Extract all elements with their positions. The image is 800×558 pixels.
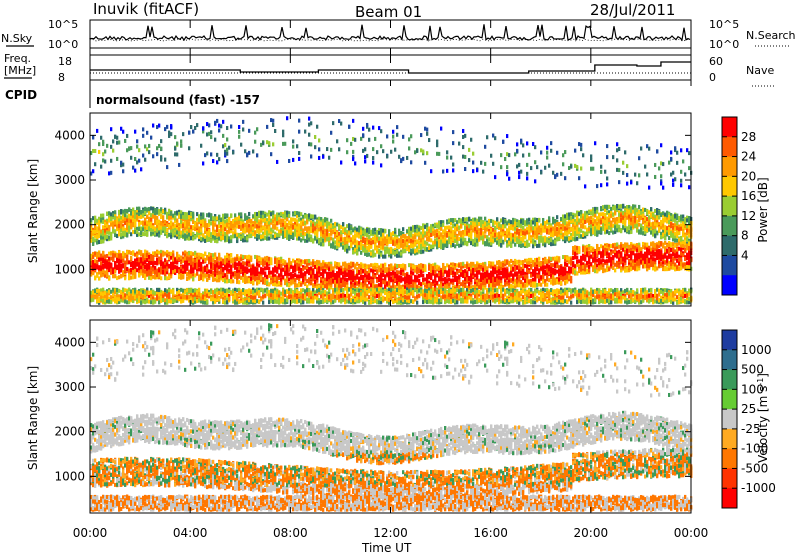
y-tick-label: 1000: [54, 262, 85, 276]
colorbar-tick-label: 8: [741, 229, 749, 243]
noise-left-tick-bottom: 10^0: [48, 38, 78, 51]
colorbar-swatch: [722, 350, 737, 370]
colorbar-swatch: [722, 216, 737, 236]
colorbar-swatch: [722, 176, 737, 196]
y-tick-label: 2000: [54, 425, 85, 439]
colorbar-swatch: [722, 137, 737, 157]
noise-right-tick-top: 10^5: [709, 18, 739, 31]
freq-tick-bottom: 8: [58, 71, 65, 84]
colorbar-swatch: [722, 429, 737, 449]
y-tick-label: 2000: [54, 218, 85, 232]
cpid-label: CPID: [5, 88, 37, 102]
noise-left-tick-top: 10^5: [48, 18, 78, 31]
noise-sky-label: N.Sky: [1, 32, 33, 45]
velocity-y-label: Slant Range [km]: [26, 366, 40, 470]
colorbar-tick-label: -1000: [741, 481, 776, 495]
y-tick-label: 4000: [54, 335, 85, 349]
x-tick-label: 04:00: [173, 526, 208, 540]
y-tick-label: 4000: [54, 128, 85, 142]
nave-tick-bottom: 0: [709, 71, 716, 84]
colorbar-tick-label: 1000: [741, 343, 772, 357]
colorbar-swatch: [722, 449, 737, 469]
colorbar-tick-label: 25: [741, 402, 756, 416]
colorbar-tick-label: 16: [741, 189, 756, 203]
x-tick-label: 16:00: [473, 526, 508, 540]
colorbar-swatch: [722, 275, 737, 295]
colorbar-tick-label: 28: [741, 130, 756, 144]
power-colorbar-label: Power [dB]: [756, 177, 770, 242]
colorbar-swatch: [722, 330, 737, 350]
colorbar-swatch: [722, 389, 737, 409]
x-tick-label: 20:00: [574, 526, 609, 540]
x-tick-label: 00:00: [674, 526, 709, 540]
colorbar-swatch: [722, 157, 737, 177]
freq-tick-top: 18: [58, 55, 72, 68]
y-tick-label: 3000: [54, 380, 85, 394]
colorbar-swatch: [722, 255, 737, 275]
power-panel: 4000 3000 2000 1000 Slant Range [km] 28 24 20…: [26, 113, 770, 306]
y-tick-label: 1000: [54, 469, 85, 483]
colorbar-swatch: [722, 117, 737, 137]
nave-tick-top: 60: [709, 55, 723, 68]
time-axis-label: Time UT: [361, 541, 412, 554]
colorbar-swatch: [722, 409, 737, 429]
noise-panel: N.Sky 10^5 10^0 10^5 10^0 N.Search: [1, 18, 796, 51]
date-title: 28/Jul/2011: [590, 1, 675, 19]
y-tick-label: 3000: [54, 173, 85, 187]
station-title: Inuvik (fitACF): [93, 0, 199, 18]
colorbar-tick-label: 24: [741, 150, 756, 164]
nave-label: Nave: [746, 64, 774, 77]
beam-title: Beam 01: [355, 3, 422, 21]
colorbar-swatch: [722, 370, 737, 390]
x-tick-label: 00:00: [73, 526, 108, 540]
colorbar-swatch: [722, 488, 737, 508]
freq-unit-label: [MHz]: [4, 64, 36, 77]
colorbar-swatch: [722, 468, 737, 488]
colorbar-swatch: [722, 196, 737, 216]
x-tick-label: 08:00: [273, 526, 308, 540]
colorbar-tick-label: 20: [741, 169, 756, 183]
freq-trace: [90, 62, 691, 73]
cpid-text: normalsound (fast) -157: [96, 93, 260, 107]
velocity-colorbar-label: Velocity [m s-1]: [756, 373, 770, 463]
colorbar-swatch: [722, 236, 737, 256]
x-tick-label: 12:00: [373, 526, 408, 540]
power-colorbar: 28 24 20 16 12 8 4: [722, 117, 756, 296]
colorbar-tick-label: 12: [741, 209, 756, 223]
freq-panel: Freq. [MHz] 18 8 60 0 Nave: [4, 52, 775, 86]
noise-search-label: N.Search: [746, 29, 796, 42]
colorbar-tick-label: 4: [741, 248, 749, 262]
noise-right-tick-bottom: 10^0: [709, 38, 739, 51]
power-y-label: Slant Range [km]: [26, 159, 40, 263]
